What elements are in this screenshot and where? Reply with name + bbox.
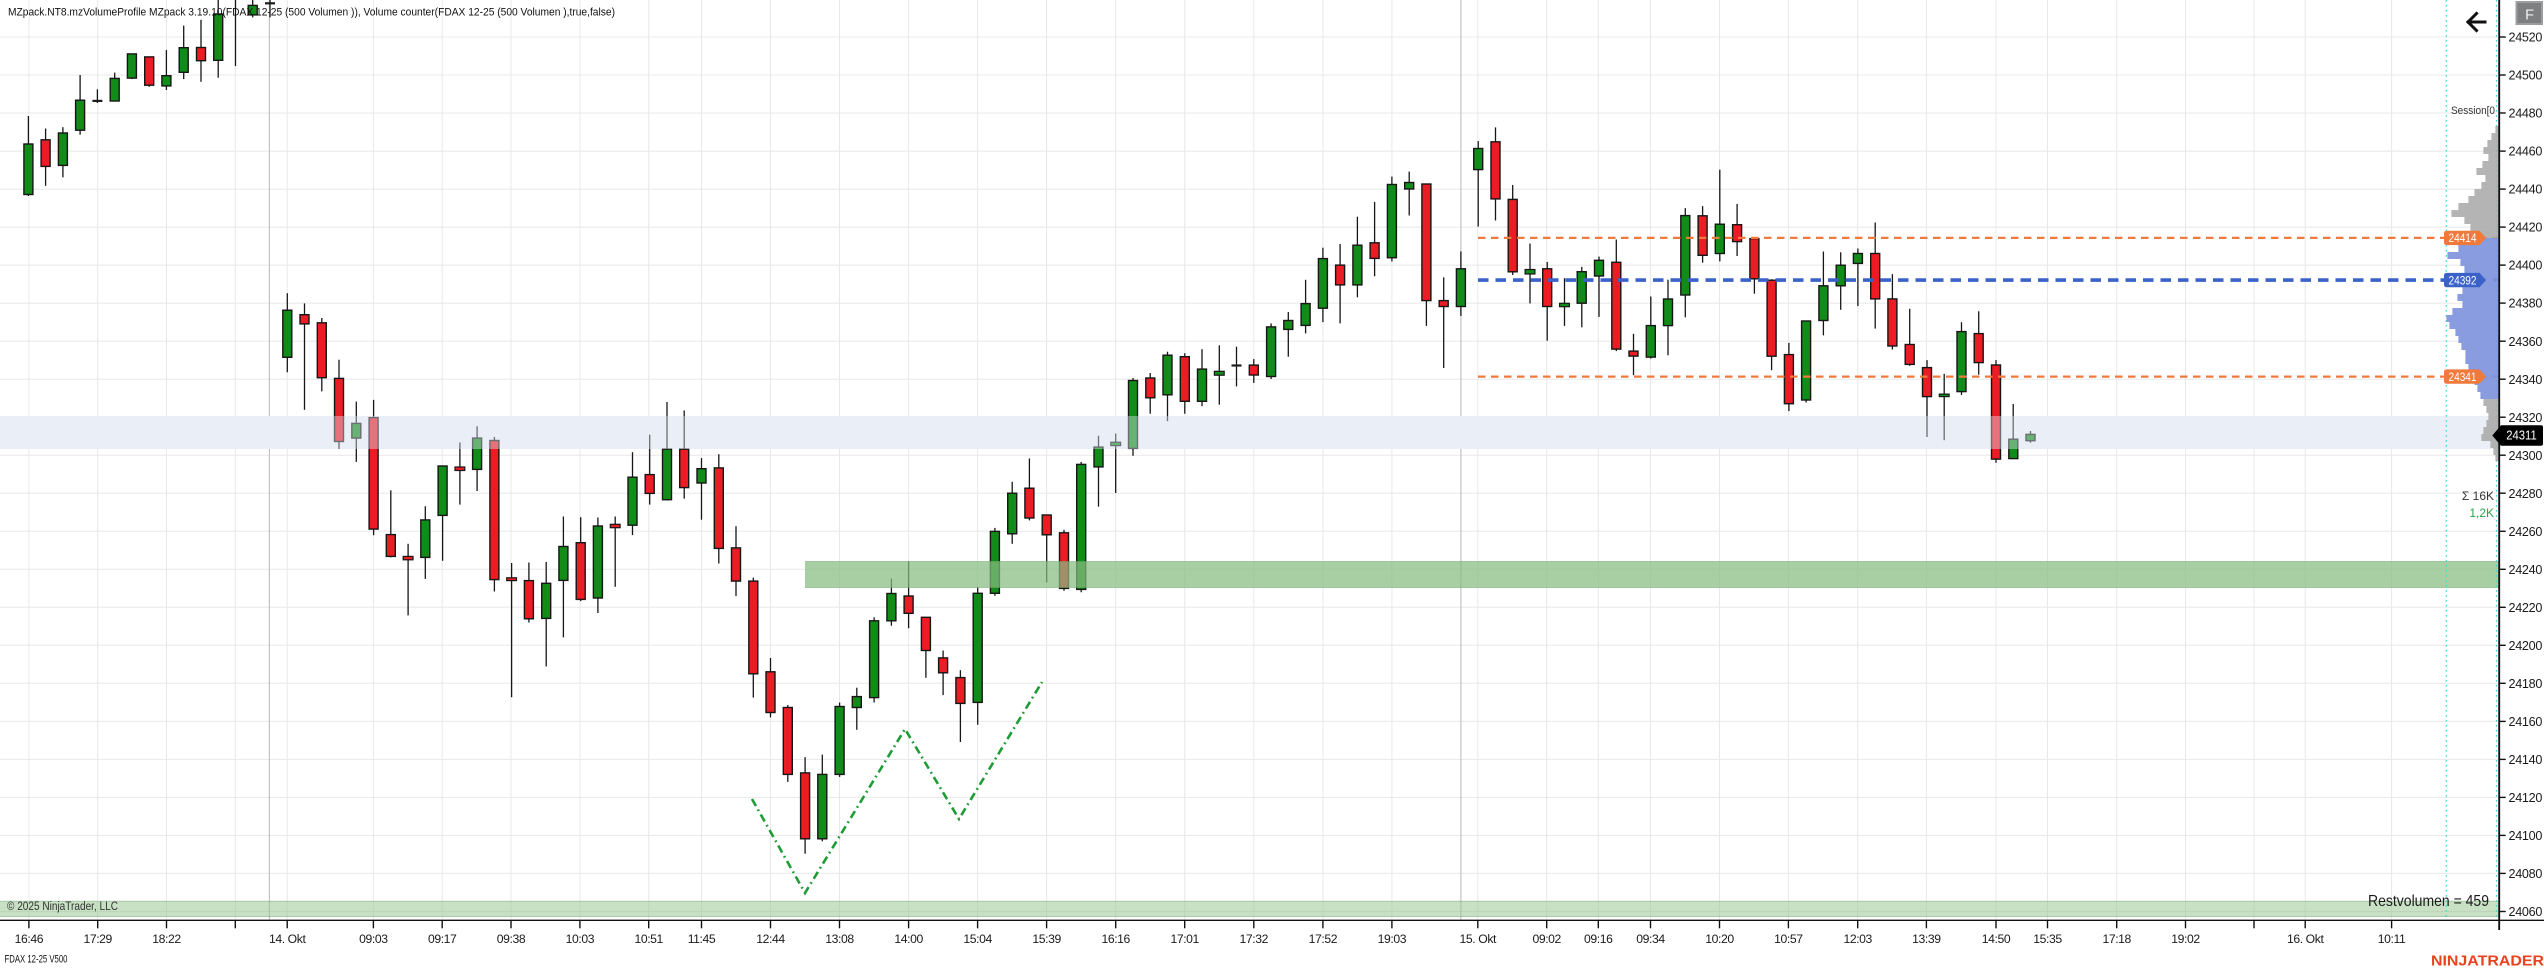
svg-text:15. Okt: 15. Okt xyxy=(1460,932,1498,946)
svg-text:24220: 24220 xyxy=(2509,601,2543,615)
svg-text:09:34: 09:34 xyxy=(1636,932,1665,946)
svg-text:10:57: 10:57 xyxy=(1774,932,1803,946)
svg-text:10:51: 10:51 xyxy=(634,932,663,946)
svg-text:24500: 24500 xyxy=(2509,69,2543,83)
svg-text:17:18: 17:18 xyxy=(2102,932,2131,946)
svg-text:15:39: 15:39 xyxy=(1032,932,1061,946)
svg-text:Restvolumen = 459: Restvolumen = 459 xyxy=(2368,893,2489,910)
svg-text:24300: 24300 xyxy=(2509,449,2543,463)
svg-text:09:17: 09:17 xyxy=(428,932,457,946)
svg-text:24240: 24240 xyxy=(2509,563,2543,577)
svg-text:FDAX 12-25 V500: FDAX 12-25 V500 xyxy=(5,954,68,966)
svg-text:19:03: 19:03 xyxy=(1378,932,1407,946)
svg-text:24180: 24180 xyxy=(2509,677,2543,691)
svg-text:14. Okt: 14. Okt xyxy=(269,932,307,946)
svg-text:24440: 24440 xyxy=(2509,183,2543,197)
svg-text:NINJATRADER: NINJATRADER xyxy=(2431,954,2544,968)
svg-text:19:02: 19:02 xyxy=(2171,932,2200,946)
svg-text:24420: 24420 xyxy=(2509,221,2543,235)
svg-text:F: F xyxy=(2525,8,2534,24)
svg-text:24160: 24160 xyxy=(2509,715,2543,729)
svg-text:16:46: 16:46 xyxy=(15,932,44,946)
svg-text:24060: 24060 xyxy=(2509,905,2543,919)
svg-text:24380: 24380 xyxy=(2509,297,2543,311)
svg-text:24460: 24460 xyxy=(2509,145,2543,159)
svg-text:24080: 24080 xyxy=(2509,867,2543,881)
svg-text:10:11: 10:11 xyxy=(2378,932,2406,946)
svg-text:09:02: 09:02 xyxy=(1532,932,1561,946)
svg-text:MZpack.NT8.mzVolumeProfile MZp: MZpack.NT8.mzVolumeProfile MZpack 3.19.1… xyxy=(8,7,615,19)
svg-text:09:38: 09:38 xyxy=(497,932,526,946)
svg-text:24311: 24311 xyxy=(2506,428,2537,443)
svg-text:09:16: 09:16 xyxy=(1584,932,1613,946)
svg-text:12:03: 12:03 xyxy=(1843,932,1872,946)
svg-text:13:08: 13:08 xyxy=(825,932,854,946)
svg-text:24520: 24520 xyxy=(2509,31,2543,45)
svg-text:15:35: 15:35 xyxy=(2033,932,2062,946)
svg-text:11:45: 11:45 xyxy=(688,932,716,946)
svg-text:24320: 24320 xyxy=(2509,411,2543,425)
svg-text:14:50: 14:50 xyxy=(1982,932,2011,946)
svg-text:14:00: 14:00 xyxy=(894,932,923,946)
svg-text:16. Okt: 16. Okt xyxy=(2287,932,2325,946)
svg-text:09:03: 09:03 xyxy=(359,932,388,946)
svg-text:24400: 24400 xyxy=(2509,259,2543,273)
svg-text:24480: 24480 xyxy=(2509,107,2543,121)
svg-text:12:44: 12:44 xyxy=(756,932,785,946)
svg-text:© 2025 NinjaTrader, LLC: © 2025 NinjaTrader, LLC xyxy=(7,899,118,913)
svg-text:Σ 16K: Σ 16K xyxy=(2462,489,2494,503)
svg-text:17:32: 17:32 xyxy=(1240,932,1269,946)
svg-text:10:20: 10:20 xyxy=(1705,932,1734,946)
svg-text:17:01: 17:01 xyxy=(1170,932,1199,946)
svg-text:13:39: 13:39 xyxy=(1912,932,1941,946)
svg-text:24341: 24341 xyxy=(2449,372,2477,384)
svg-text:Session[0: Session[0 xyxy=(2451,105,2495,117)
svg-text:1,2K: 1,2K xyxy=(2469,506,2494,520)
svg-text:24360: 24360 xyxy=(2509,335,2543,349)
svg-text:18:22: 18:22 xyxy=(152,932,181,946)
svg-text:24140: 24140 xyxy=(2509,753,2543,767)
svg-text:17:52: 17:52 xyxy=(1309,932,1338,946)
svg-text:10:03: 10:03 xyxy=(566,932,595,946)
svg-text:24120: 24120 xyxy=(2509,791,2543,805)
svg-text:16:16: 16:16 xyxy=(1101,932,1130,946)
svg-text:24100: 24100 xyxy=(2509,829,2543,843)
svg-text:24280: 24280 xyxy=(2509,487,2543,501)
svg-text:24414: 24414 xyxy=(2449,233,2478,245)
svg-text:24260: 24260 xyxy=(2509,525,2543,539)
svg-text:24200: 24200 xyxy=(2509,639,2543,653)
svg-text:17:29: 17:29 xyxy=(83,932,112,946)
svg-text:24340: 24340 xyxy=(2509,373,2543,387)
svg-text:24392: 24392 xyxy=(2449,275,2477,287)
svg-text:15:04: 15:04 xyxy=(963,932,992,946)
